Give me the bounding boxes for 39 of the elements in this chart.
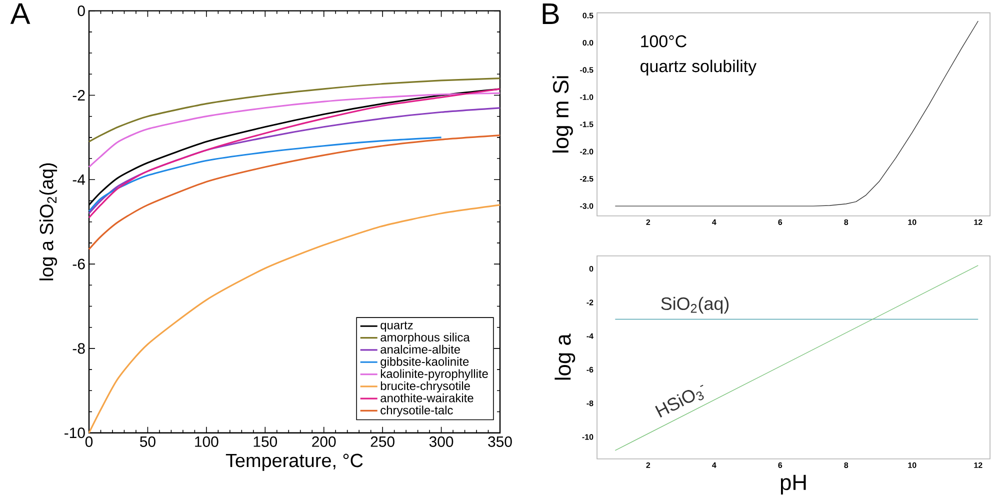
x-tick-label: 200 — [312, 436, 336, 448]
chart-title: A — [10, 3, 30, 24]
annotation: quartz solubility — [640, 60, 756, 76]
y-tick-label: -10 — [64, 428, 85, 438]
line-series — [88, 136, 442, 212]
y-tick-label: 0 — [78, 6, 85, 16]
y-tick-label: -6 — [72, 258, 85, 270]
x-tick-label: 0 — [85, 436, 93, 448]
y-tick-label: -8 — [72, 343, 85, 354]
y-tick-label: -2 — [72, 90, 85, 101]
y-axis-title: log m Si — [552, 76, 573, 153]
y-axis-title: log a SiO$_{2}$(aq) — [39, 163, 58, 280]
chart-title: B — [542, 4, 559, 24]
legend-label: analcime-albite — [380, 344, 460, 354]
line-series — [88, 78, 501, 143]
annotation: 100°C — [641, 35, 686, 48]
x-tick-label: 50 — [140, 436, 156, 448]
line-series — [88, 134, 501, 250]
line-series — [88, 107, 501, 214]
legend-label: brucite-chrysotile — [380, 381, 470, 393]
legend-label: chrysotile-talc — [380, 406, 453, 417]
legend-label: kaolinite-pyrophyllite — [380, 369, 488, 380]
x-axis-title: Temperature, °C — [226, 454, 363, 471]
line-series — [88, 204, 501, 434]
y-axis-title: log a — [554, 334, 576, 380]
x-tick-label: 150 — [254, 436, 278, 448]
text: HSiO$_{3}$- — [655, 384, 704, 418]
legend-label: amorphous silica — [380, 332, 470, 344]
x-tick-label: 100 — [195, 436, 218, 448]
series-label: SiO$_{2}$(aq) — [661, 296, 729, 314]
x-axis-title: pH — [780, 474, 806, 495]
legend-label: quartz — [380, 322, 413, 332]
legend-label: anothite-wairakite — [380, 394, 474, 402]
x-tick-label: 300 — [429, 436, 454, 448]
x-tick-label: 350 — [488, 436, 512, 448]
legend-label: gibbsite-kaolinite — [380, 357, 469, 368]
y-tick-label: -4 — [72, 174, 86, 185]
line-series — [88, 92, 501, 168]
x-tick-label: 250 — [370, 436, 394, 448]
